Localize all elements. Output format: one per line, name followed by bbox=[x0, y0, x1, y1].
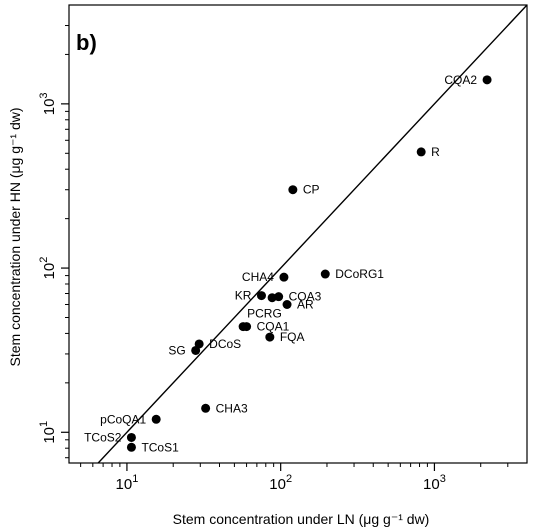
data-point bbox=[242, 322, 252, 332]
data-point bbox=[201, 403, 211, 413]
point-label: CHA4 bbox=[242, 270, 274, 284]
point-label: PCRG bbox=[247, 307, 282, 321]
point-label: FQA bbox=[280, 330, 305, 344]
y-tick-label: 102 bbox=[38, 257, 58, 280]
one-to-one-line bbox=[97, 4, 528, 464]
point-label: DCoRG1 bbox=[335, 267, 384, 281]
data-point bbox=[282, 300, 292, 310]
point-label: R bbox=[431, 145, 440, 159]
plot-frame bbox=[68, 4, 528, 464]
x-tick-label: 103 bbox=[423, 473, 446, 493]
data-point bbox=[151, 414, 161, 424]
point-label: CHA3 bbox=[216, 401, 248, 415]
point-label: CP bbox=[303, 183, 320, 197]
data-point bbox=[320, 269, 330, 279]
point-label: AR bbox=[297, 298, 314, 312]
data-point bbox=[279, 272, 289, 282]
point-label: TCoS2 bbox=[84, 430, 122, 444]
point-label: COA3 bbox=[289, 290, 322, 304]
y-tick-label: 103 bbox=[38, 92, 58, 115]
data-point bbox=[126, 432, 136, 442]
x-axis-title: Stem concentration under LN (μg g⁻¹ dw) bbox=[173, 511, 430, 527]
point-label: pCoQA1 bbox=[100, 412, 146, 426]
data-point bbox=[191, 345, 201, 355]
panel-label: b) bbox=[76, 30, 97, 55]
point-label: KR bbox=[235, 289, 252, 303]
data-point bbox=[288, 185, 298, 195]
data-point bbox=[416, 147, 426, 157]
data-point bbox=[274, 292, 284, 302]
point-label: CQA1 bbox=[257, 320, 290, 334]
data-point bbox=[482, 75, 492, 85]
data-point bbox=[256, 291, 266, 301]
x-tick-label: 101 bbox=[116, 473, 139, 493]
data-point bbox=[126, 442, 136, 452]
y-tick-label: 101 bbox=[38, 421, 58, 444]
x-tick-label: 102 bbox=[269, 473, 292, 493]
point-label: SG bbox=[168, 343, 185, 357]
data-point bbox=[265, 332, 275, 342]
point-label: TCoS1 bbox=[141, 440, 179, 454]
point-label: DCoS bbox=[209, 337, 241, 351]
point-label: CQA2 bbox=[444, 73, 477, 87]
y-axis-title: Stem concentration under HN (μg g⁻¹ dw) bbox=[7, 107, 23, 366]
